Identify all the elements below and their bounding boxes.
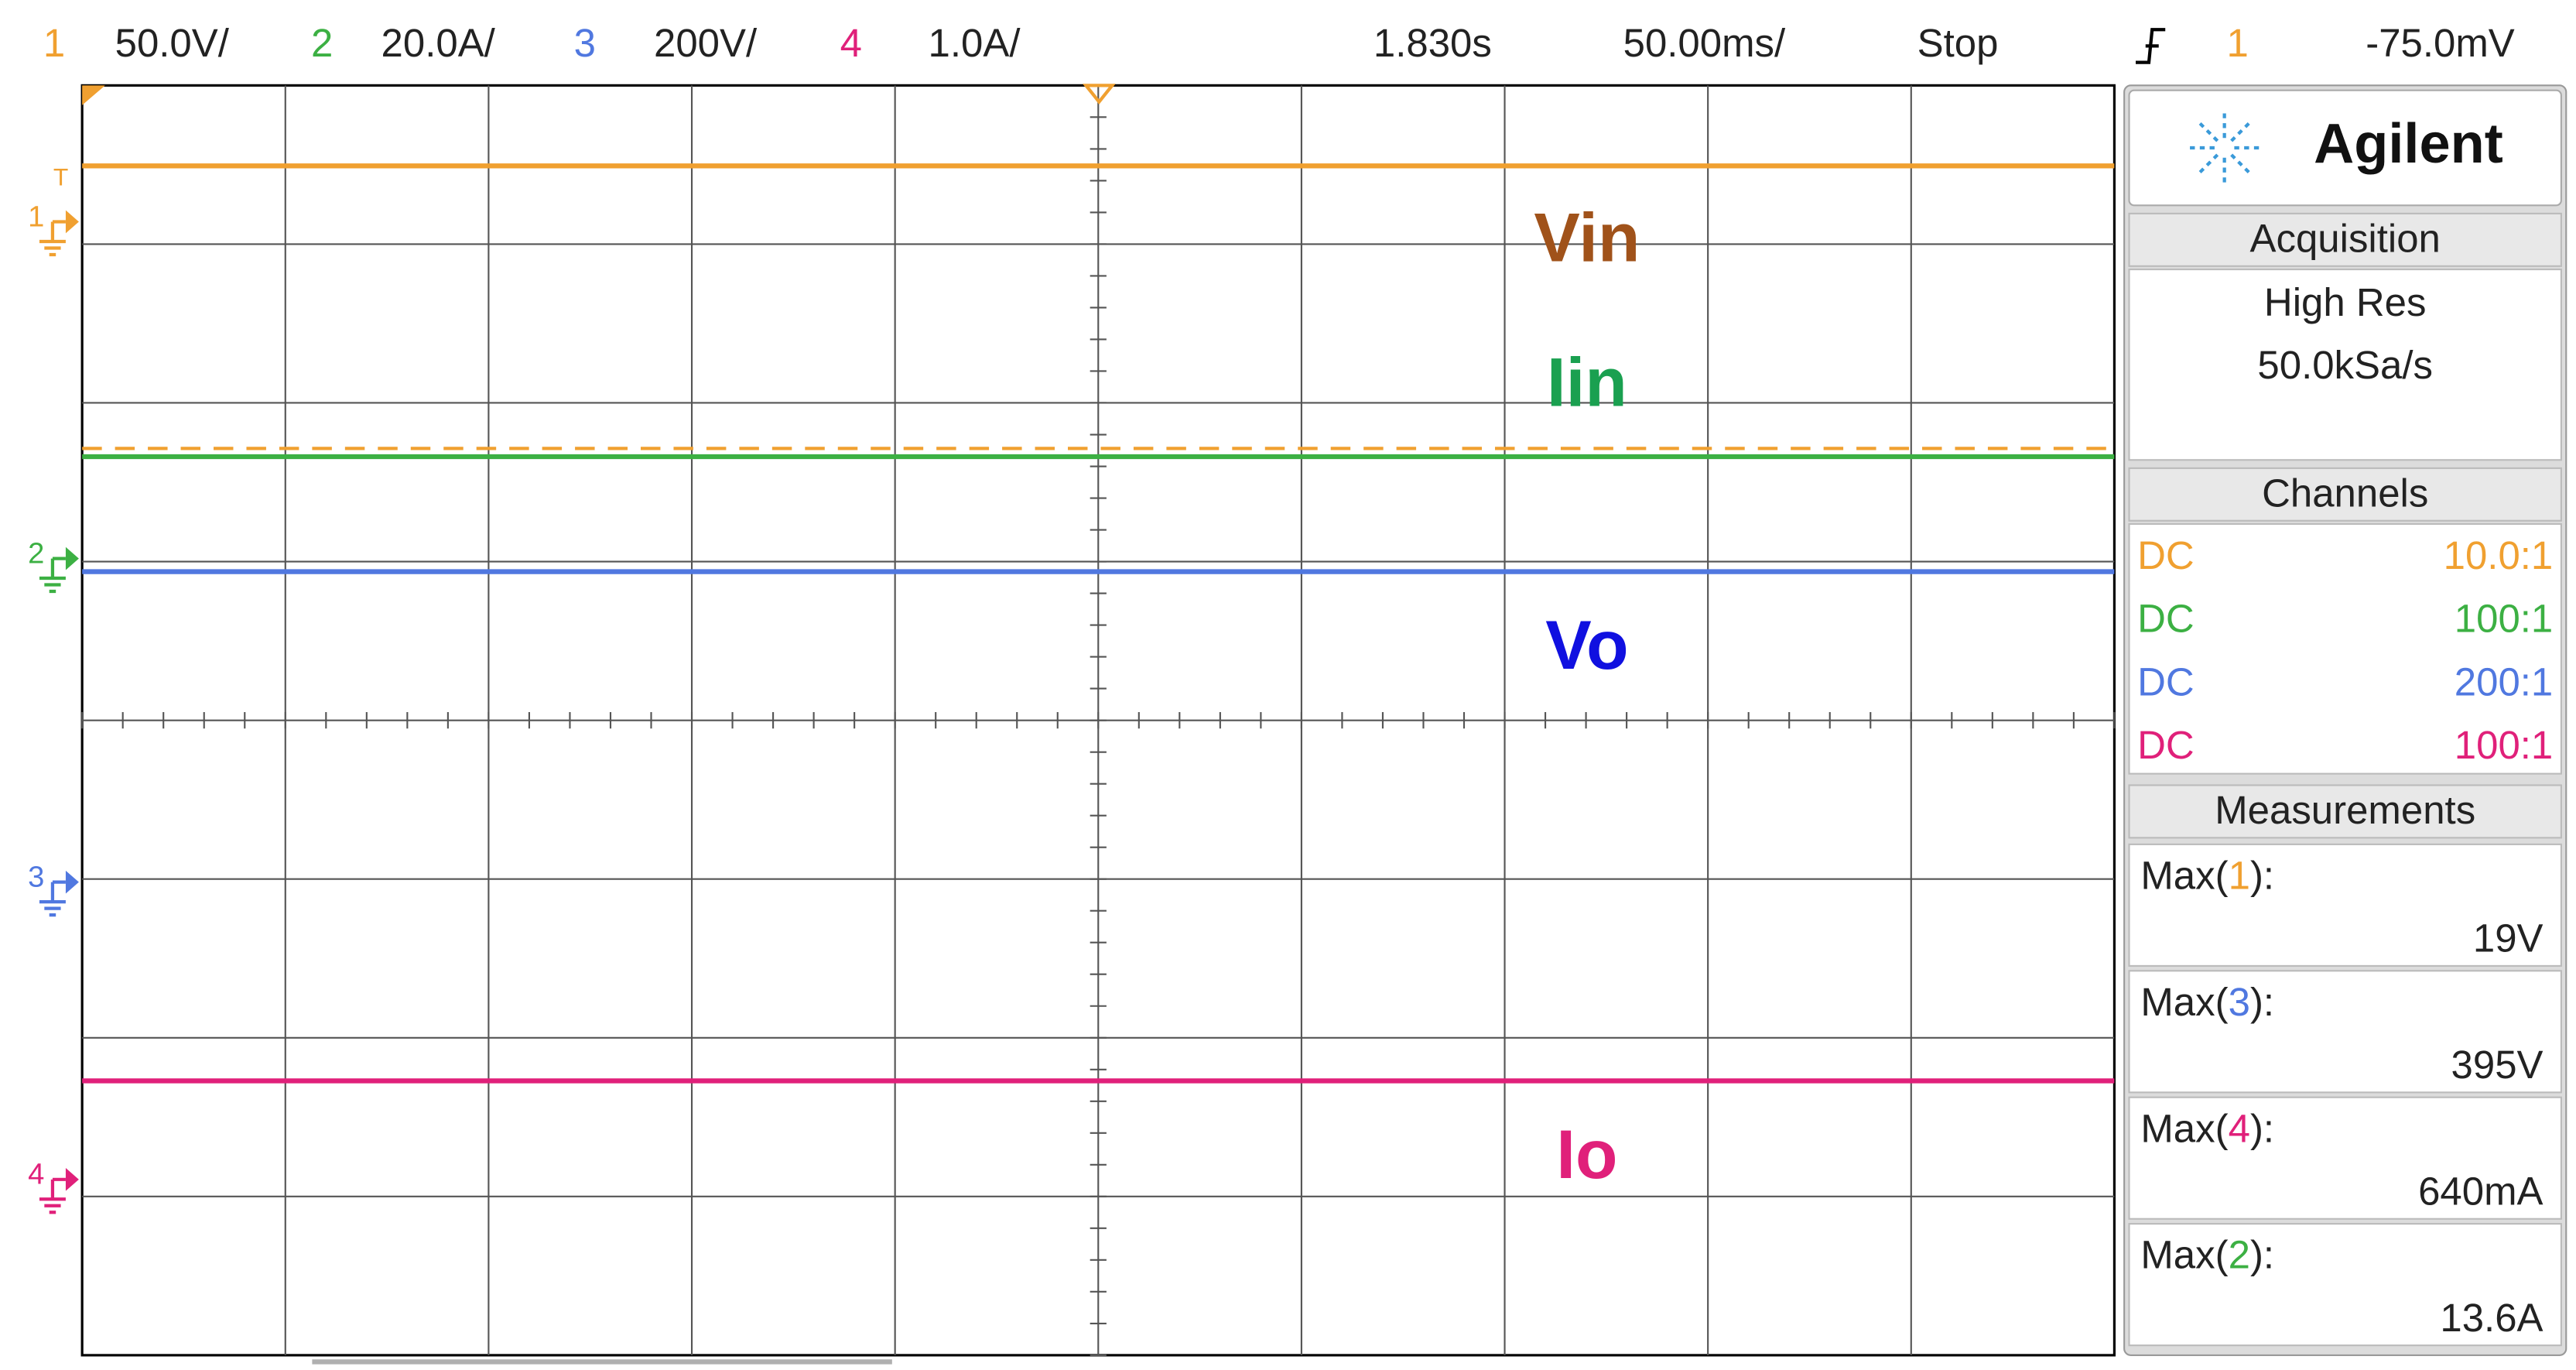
measurement-value: 13.6A [2440,1296,2543,1340]
logo-ray [2230,118,2254,142]
coupling: DC [2137,723,2195,767]
section-title-bar [2128,467,2562,522]
section-body [2128,268,2562,461]
measurement-label: Max(3): [2140,980,2274,1024]
measurement-suffix: ): [2250,1233,2274,1277]
trigger-source: 1 [2226,21,2248,65]
measurement-prefix: Max( [2140,1233,2228,1277]
marker-arrow [65,1167,79,1191]
traces [82,84,2115,1365]
measurement-value: 395V [2451,1043,2544,1087]
channel-scale: 50.0V/ [115,21,230,65]
brand-box [2128,89,2562,207]
section-body [2128,522,2562,775]
channel-scale: 1.0A/ [929,21,1021,65]
brand: Agilent [2314,113,2503,175]
measurement-value: 19V [2473,916,2544,961]
measurement-box [2128,1096,2562,1220]
section-title-bar [2128,784,2562,839]
probe-ratio: 200:1 [2455,659,2553,704]
header-timebase: 50.00ms/ [1623,21,1786,65]
measurement-label: Max(4): [2140,1107,2274,1151]
measurement-suffix: ): [2250,980,2274,1024]
measurement-box [2128,843,2562,967]
measurement-channel: 1 [2229,854,2250,898]
acq-mode: High Res [2264,280,2427,324]
marker-arrow [65,546,79,570]
ground-symbol [39,557,66,594]
acq-rate: 50.0kSa/s [2257,343,2433,387]
measurement-channel: 3 [2229,980,2250,1024]
probe-ratio: 100:1 [2455,597,2553,641]
logo-ray [2230,153,2254,177]
channel-marker: 2 [28,536,44,570]
label-iin: Iin [1547,343,1627,420]
start-marker [82,85,105,105]
channel-marker: 3 [28,861,44,894]
measurement-label: Max(2): [2140,1233,2274,1277]
header-delay: 1.830s [1374,21,1492,65]
measurement-box [2128,970,2562,1094]
ground-symbol [39,880,66,917]
trigger-level: -75.0mV [2366,21,2515,65]
label-io: Io [1556,1115,1617,1193]
channel-number: 2 [311,21,333,65]
section-title: Measurements [2215,788,2475,832]
measurement-prefix: Max( [2140,980,2228,1024]
channel-number: 3 [574,21,596,65]
section-title-bar [2128,212,2562,267]
trigger-slope-icon [2136,28,2166,64]
trigger-position-marker [1082,84,1116,104]
section-title: Channels [2262,471,2428,515]
trigger-marker: T [53,163,68,191]
coupling: DC [2137,597,2195,641]
measurement-channel: 4 [2229,1107,2250,1151]
measurement-prefix: Max( [2140,854,2228,898]
label-vo: Vo [1545,606,1628,683]
channel-marker: 1 [28,200,44,233]
graticule [80,84,2116,1357]
signal-labels: Vin Iin Vo Io [1534,199,1640,1193]
marker-arrow [65,210,79,234]
measurement-value: 640mA [2418,1169,2543,1213]
channel-number: 4 [840,21,862,65]
measurement-label: Max(1): [2140,854,2274,898]
probe-ratio: 10.0:1 [2444,533,2554,577]
measurement-suffix: ): [2250,1107,2274,1151]
measurement-box [2128,1223,2562,1347]
channel-number: 1 [43,21,65,65]
dynamic: 1 50.0V/2 20.0A/3 200V/4 1.0A/1.830s 50.00ms/… [28,21,2567,1356]
ground-symbol [39,1177,66,1214]
coupling: DC [2137,533,2195,577]
channel-marker: 4 [28,1158,44,1191]
ground-symbol [39,220,66,257]
section-title: Acquisition [2250,216,2441,260]
channel-scale: 20.0A/ [381,21,496,65]
measurement-suffix: ): [2250,854,2274,898]
label-vin: Vin [1534,199,1640,276]
measurement-channel: 2 [2229,1233,2250,1277]
probe-ratio: 100:1 [2455,723,2553,767]
marker-arrow [65,870,79,894]
header-status: Stop [1917,21,1999,65]
measurement-prefix: Max( [2140,1107,2228,1151]
channel-scale: 200V/ [654,21,758,65]
coupling: DC [2137,659,2195,704]
